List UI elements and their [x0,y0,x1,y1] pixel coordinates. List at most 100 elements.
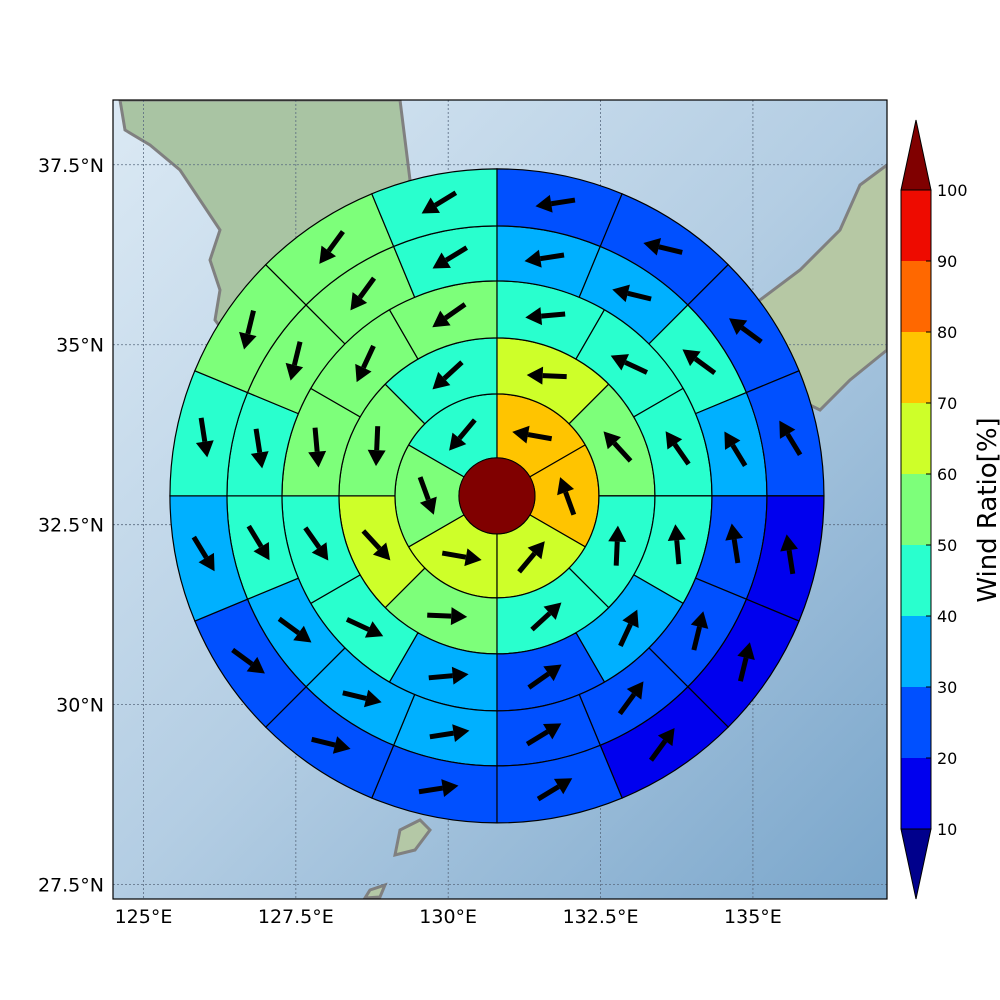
wind-arrow [427,607,468,626]
wind-arrow [428,666,469,685]
colorbar-extend-min [900,828,932,900]
wind-arrow [603,431,633,463]
y-tick-label: 37.5°N [38,155,104,177]
wind-arrow [441,548,482,567]
wind-arrow [737,642,755,682]
wind-arrow [342,689,382,708]
wind-arrow [350,276,377,311]
wind-arrow [277,616,312,643]
wind-arrow [608,525,627,566]
wind-arrow [239,310,257,350]
wind-arrow [367,426,386,467]
x-axis-ticks: 125°E 127.5°E 130°E 132.5°E 135°E [115,906,782,928]
map-frame [112,99,888,900]
colorbar-tick-label: 30 [937,678,957,697]
wind-arrow [617,681,644,716]
wind-arrow [517,541,545,574]
wind-arrow [421,190,458,214]
wind-arrow [530,602,562,632]
wind-arrow [525,307,566,326]
wind-arrow [780,534,798,575]
y-tick-label: 27.5°N [38,875,104,897]
wind-arrow [618,609,639,647]
colorbar-extend-max [900,119,932,191]
colorbar-segment [901,474,931,545]
wind-arrow [667,524,686,565]
wind-arrow [250,428,269,469]
wind-arrow [665,431,691,466]
wind-arrow [418,779,459,797]
colorbar-segment [901,403,931,474]
wind-arrow [246,524,270,561]
wind-arrow [524,249,565,268]
colorbar-segment [901,616,931,687]
colorbar: 10 20 30 40 50 60 70 80 90 100 [900,119,968,900]
wind-arrow [429,724,470,743]
map-area [113,100,887,899]
y-tick-label: 35°N [56,335,104,357]
wind-arrow [303,526,329,561]
colorbar-tick-label: 90 [937,252,957,271]
colorbar-tick-label: 20 [937,749,957,768]
x-tick-label: 127.5°E [258,906,334,928]
colorbar-segment [901,332,931,403]
wind-arrow [557,477,577,516]
wind-arrow [311,736,351,754]
wind-arrow [308,427,327,468]
colorbar-tick-label: 40 [937,607,957,626]
wind-arrow [231,647,265,674]
wind-arrow [729,318,763,344]
colorbar-segment [901,687,931,758]
wind-arrow [432,302,467,328]
colorbar-tick-label: 50 [937,536,957,555]
wind-arrow [610,354,649,375]
wind-arrow [648,727,675,762]
wind-arrow [355,344,376,383]
wind-arrow [527,664,562,690]
wind-arrow [690,611,709,651]
colorbar-segment [901,545,931,616]
y-axis-ticks: 37.5°N 35°N 32.5°N 30°N 27.5°N [38,155,104,897]
colorbar-tick-label: 60 [937,465,957,484]
wind-arrow [526,366,567,385]
wind-arrow [361,529,391,561]
wind-arrow [195,417,214,458]
wind-arrow [432,245,469,269]
colorbar-frame [900,189,932,830]
colorbar-tick-label: 10 [937,820,957,839]
colorbar-segment [901,190,931,261]
colorbar-tick-label: 70 [937,394,957,413]
colorbar-tick-label: 100 [937,181,968,200]
wind-arrow [417,476,437,515]
wind-arrow [724,431,748,467]
wind-arrow [512,425,553,444]
wind-arrow [191,535,215,572]
wind-arrow [725,523,744,564]
x-tick-label: 130°E [419,906,477,928]
colorbar-label: Wind Ratio[%] [973,417,1000,602]
y-tick-label: 32.5°N [38,515,104,537]
wind-arrow [345,617,384,638]
x-tick-label: 125°E [115,906,173,928]
wind-arrow [535,194,576,213]
x-tick-label: 135°E [724,906,782,928]
wind-arrow [643,238,683,256]
wind-arrow [536,778,573,802]
wind-arrow [285,341,304,381]
ryukyu-islands [362,818,432,899]
wind-arrow [319,230,345,264]
wind-arrow [449,418,477,451]
wind-arrow [682,349,717,376]
center-disk [458,457,536,535]
y-tick-label: 30°N [56,695,104,717]
x-tick-label: 132.5°E [563,906,639,928]
colorbar-segment [901,758,931,829]
wind-arrow [612,284,652,303]
colorbar-tick-label: 80 [937,323,957,342]
wind-arrow [525,723,562,747]
wind-arrows [191,190,803,802]
colorbar-segment [901,261,931,332]
wind-arrow [432,360,464,390]
wind-arrow [779,420,803,457]
